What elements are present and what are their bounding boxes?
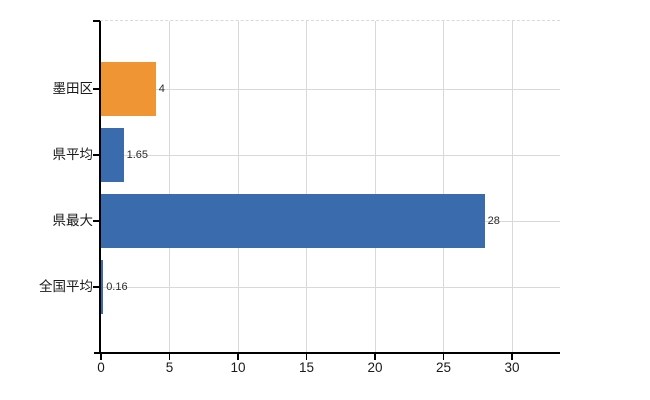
bar-value-label: 4 <box>158 83 165 95</box>
x-tick-label: 30 <box>504 360 520 375</box>
grid-line-horizontal <box>100 287 560 288</box>
category-label: 県平均 <box>52 147 94 162</box>
bar <box>101 194 485 248</box>
y-axis-tick <box>93 88 100 90</box>
grid-line-vertical <box>511 21 513 352</box>
y-axis-tick <box>93 286 100 288</box>
grid-line-vertical <box>237 21 239 352</box>
y-axis-line <box>99 21 101 354</box>
bar-value-label: 1.65 <box>126 149 149 161</box>
grid-line-vertical <box>169 21 170 352</box>
category-label: 県最大 <box>52 213 94 228</box>
x-tick-label: 0 <box>97 360 105 375</box>
x-axis-tick <box>305 354 307 360</box>
y-axis-tick <box>93 154 100 156</box>
x-tick-label: 25 <box>435 360 452 375</box>
x-axis-tick <box>168 354 170 360</box>
y-axis-tick <box>93 20 100 22</box>
x-axis-tick <box>100 354 102 360</box>
bar-value-label: 28 <box>487 215 500 227</box>
x-axis-tick <box>442 354 444 360</box>
bar <box>101 260 104 314</box>
grid-line-vertical <box>306 21 307 352</box>
x-tick-label: 5 <box>165 360 174 375</box>
bar-value-label: 0.16 <box>106 281 128 293</box>
grid-line-horizontal <box>100 89 560 90</box>
plot-top-border <box>100 20 560 21</box>
grid-line-horizontal <box>100 155 560 156</box>
x-tick-label: 20 <box>367 360 383 375</box>
x-tick-label: 15 <box>298 360 315 375</box>
bar <box>101 62 156 116</box>
category-label: 墨田区 <box>52 81 94 96</box>
grid-line-vertical <box>374 21 376 352</box>
grid-line-vertical <box>443 21 444 352</box>
bar <box>101 128 124 182</box>
x-tick-label: 10 <box>230 360 246 375</box>
y-axis-tick <box>93 220 100 222</box>
x-axis-tick <box>511 354 513 360</box>
x-axis-tick <box>374 354 376 360</box>
x-axis-line <box>94 352 560 354</box>
category-label: 全国平均 <box>39 279 93 294</box>
x-axis-tick <box>237 354 239 360</box>
